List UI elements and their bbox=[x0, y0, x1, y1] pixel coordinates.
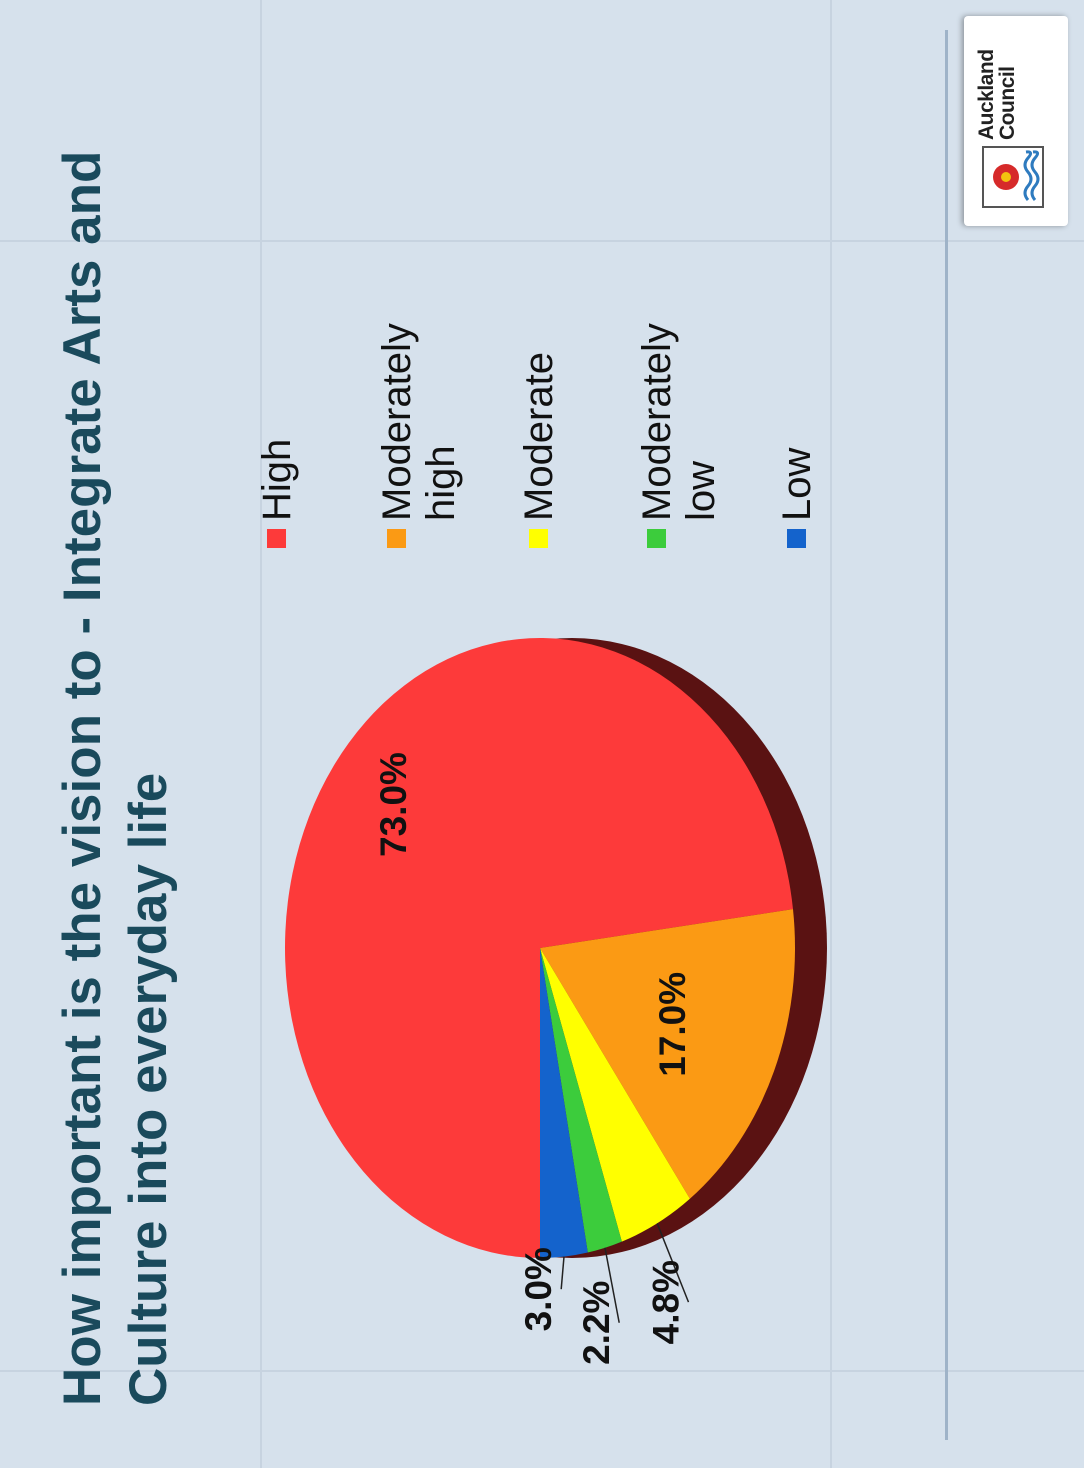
grid-line bbox=[0, 1370, 1084, 1372]
slice-moderately-high bbox=[540, 909, 795, 1199]
grid-line bbox=[0, 240, 1084, 242]
legend-swatch bbox=[387, 529, 406, 548]
label-high-value: 73.0% bbox=[373, 752, 414, 857]
legend-label: Moderately high bbox=[375, 323, 463, 521]
legend-swatch bbox=[267, 529, 286, 548]
legend-label: Moderate bbox=[517, 352, 561, 521]
legend-item-moderate: Moderate bbox=[517, 261, 561, 548]
legend-label: Moderately low bbox=[635, 323, 723, 521]
legend-item-low: Low bbox=[775, 261, 819, 548]
leader-line bbox=[656, 1223, 690, 1303]
slice-high bbox=[285, 638, 793, 1258]
auckland-council-logo: Auckland Council bbox=[964, 16, 1068, 226]
council-emblem-icon bbox=[982, 146, 1044, 208]
legend-swatch bbox=[647, 529, 666, 548]
label-low-value: 3.0% bbox=[518, 1247, 559, 1331]
legend-swatch bbox=[529, 529, 548, 548]
label-moderately-low-value: 2.2% bbox=[576, 1281, 617, 1365]
slice-moderately-low bbox=[540, 948, 622, 1253]
slice-low bbox=[540, 948, 588, 1258]
legend-item-moderately-high: Moderately high bbox=[375, 261, 463, 548]
legend-item-high: High bbox=[255, 261, 299, 548]
legend-label: Low bbox=[775, 447, 819, 521]
label-moderate-value: 4.8% bbox=[645, 1260, 686, 1344]
label-moderately-high-value: 17.0% bbox=[652, 972, 693, 1077]
legend-label: High bbox=[255, 438, 299, 521]
grid-line bbox=[260, 0, 262, 1468]
leader-line bbox=[604, 1247, 620, 1323]
slice-moderate bbox=[540, 948, 690, 1242]
legend-swatch bbox=[787, 529, 806, 548]
legend-item-moderately-low: Moderately low bbox=[635, 261, 723, 548]
slide-edge bbox=[945, 30, 948, 1440]
leader-line bbox=[560, 1256, 565, 1290]
logo-text: Auckland Council bbox=[975, 49, 1019, 140]
grid-line bbox=[830, 0, 832, 1468]
